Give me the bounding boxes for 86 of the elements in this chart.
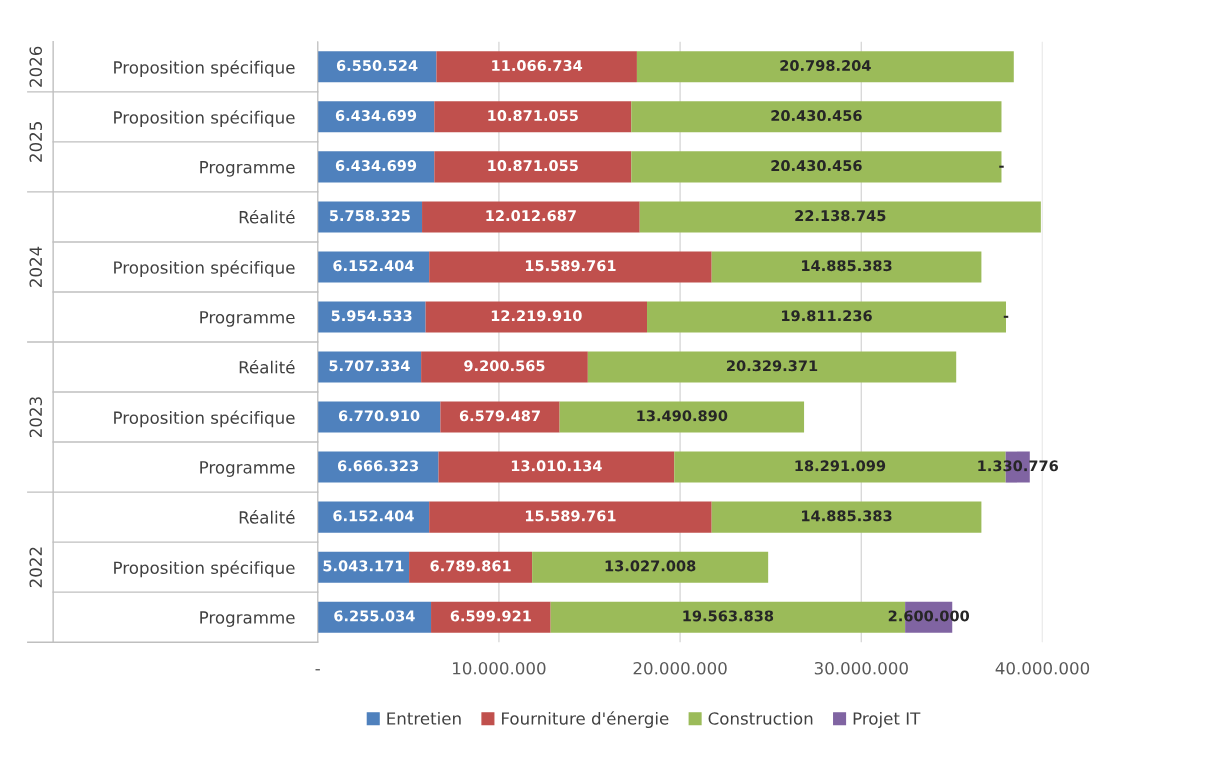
data-label: 6.434.699 [335,160,417,172]
data-label: 14.885.383 [802,260,892,272]
data-label: 20.798.204 [780,60,871,72]
data-label: 6.770.910 [338,410,420,422]
y-tick-label: Réalité [239,360,295,374]
data-label: 6.255.034 [334,610,415,622]
data-label: 6.579.487 [459,410,540,422]
data-label: 13.027.008 [605,560,696,572]
bar [422,201,640,233]
bar [532,551,769,583]
data-label: 6.152.404 [333,260,414,272]
bar [434,151,632,183]
data-label: 10.871.055 [488,160,578,172]
data-label: 6.434.699 [335,110,417,122]
data-label: 6.152.404 [333,510,414,522]
data-label: 15.589.761 [525,510,616,522]
data-label: 1.330.776 [978,460,1059,472]
data-label: 6.789.861 [430,560,511,572]
data-label: 12.012.687 [486,210,576,222]
data-label: 6.550.524 [336,60,418,72]
y-tick-label: Proposition spécifique [114,110,295,127]
data-label: 20.430.456 [771,110,862,122]
data-label: - [1003,315,1009,318]
bar [636,51,1014,83]
x-tick-label: 40.000.000 [995,661,1090,675]
text: 2023 [29,397,43,438]
bar [436,51,637,83]
y-tick-label: Proposition spécifique [114,560,295,578]
data-label: - [999,165,1004,168]
bar [631,151,1002,183]
x-tick-label: 30.000.000 [814,661,908,675]
bar [429,501,712,533]
data-label: 6.666.323 [337,460,418,472]
bar [425,301,648,333]
bar [631,101,1002,133]
data-label: 5.707.334 [329,360,410,372]
legend-label: Construction [708,711,813,725]
bar [409,551,533,583]
y-tick-label: Proposition spécifique [114,260,295,278]
data-label: 20.430.456 [771,160,862,172]
text: 2026 [29,46,43,87]
data-label: 5.043.171 [323,560,404,572]
data-label: 11.066.734 [492,60,583,72]
bar [587,351,957,383]
x-tick-label: 20.000.000 [633,661,727,675]
bar [438,451,675,483]
data-label: 22.138.745 [795,210,886,222]
bar [317,401,441,433]
bar [711,251,982,283]
data-label: 13.490.890 [637,410,728,422]
legend-label: Fourniture d'énergie [502,711,669,729]
data-label: 19.563.838 [683,610,774,622]
bar [440,401,560,433]
bar [431,601,551,633]
y-tick-label: Programme [200,461,295,477]
y-tick-label: Programme [200,311,295,327]
x-tick-label: 10.000.000 [453,661,546,675]
data-label: 9.200.565 [464,360,545,372]
bar [711,501,982,533]
data-label: 5.954.533 [331,310,412,322]
legend-label: Projet IT [853,711,921,729]
y-tick-label: Réalité [239,510,295,524]
data-label: 12.219.910 [491,310,582,322]
data-label: 6.599.921 [450,610,531,622]
text: 2025 [29,122,43,162]
bar [639,201,1041,233]
data-label: 20.329.371 [727,360,818,372]
bar [421,351,588,383]
data-label: 10.871.055 [488,110,578,122]
data-label: 18.291.099 [795,460,886,472]
y-tick-label: Réalité [239,209,295,224]
text: 2024 [29,246,43,287]
bar [559,401,805,433]
data-label: 5.758.325 [329,210,410,222]
data-label: 15.589.761 [525,260,616,272]
y-tick-label: Proposition spécifique [114,60,295,77]
legend-label: Entretien [387,711,461,725]
bar [434,101,632,133]
y-tick-label: Proposition spécifique [114,410,295,428]
text: 2022 [29,547,43,588]
data-label: 19.811.236 [782,310,872,322]
data-label: 13.010.134 [511,460,602,472]
data-label: 14.885.383 [802,510,892,522]
y-tick-label: Programme [200,611,295,627]
bar [429,251,712,283]
y-tick-label: Programme [200,161,295,177]
